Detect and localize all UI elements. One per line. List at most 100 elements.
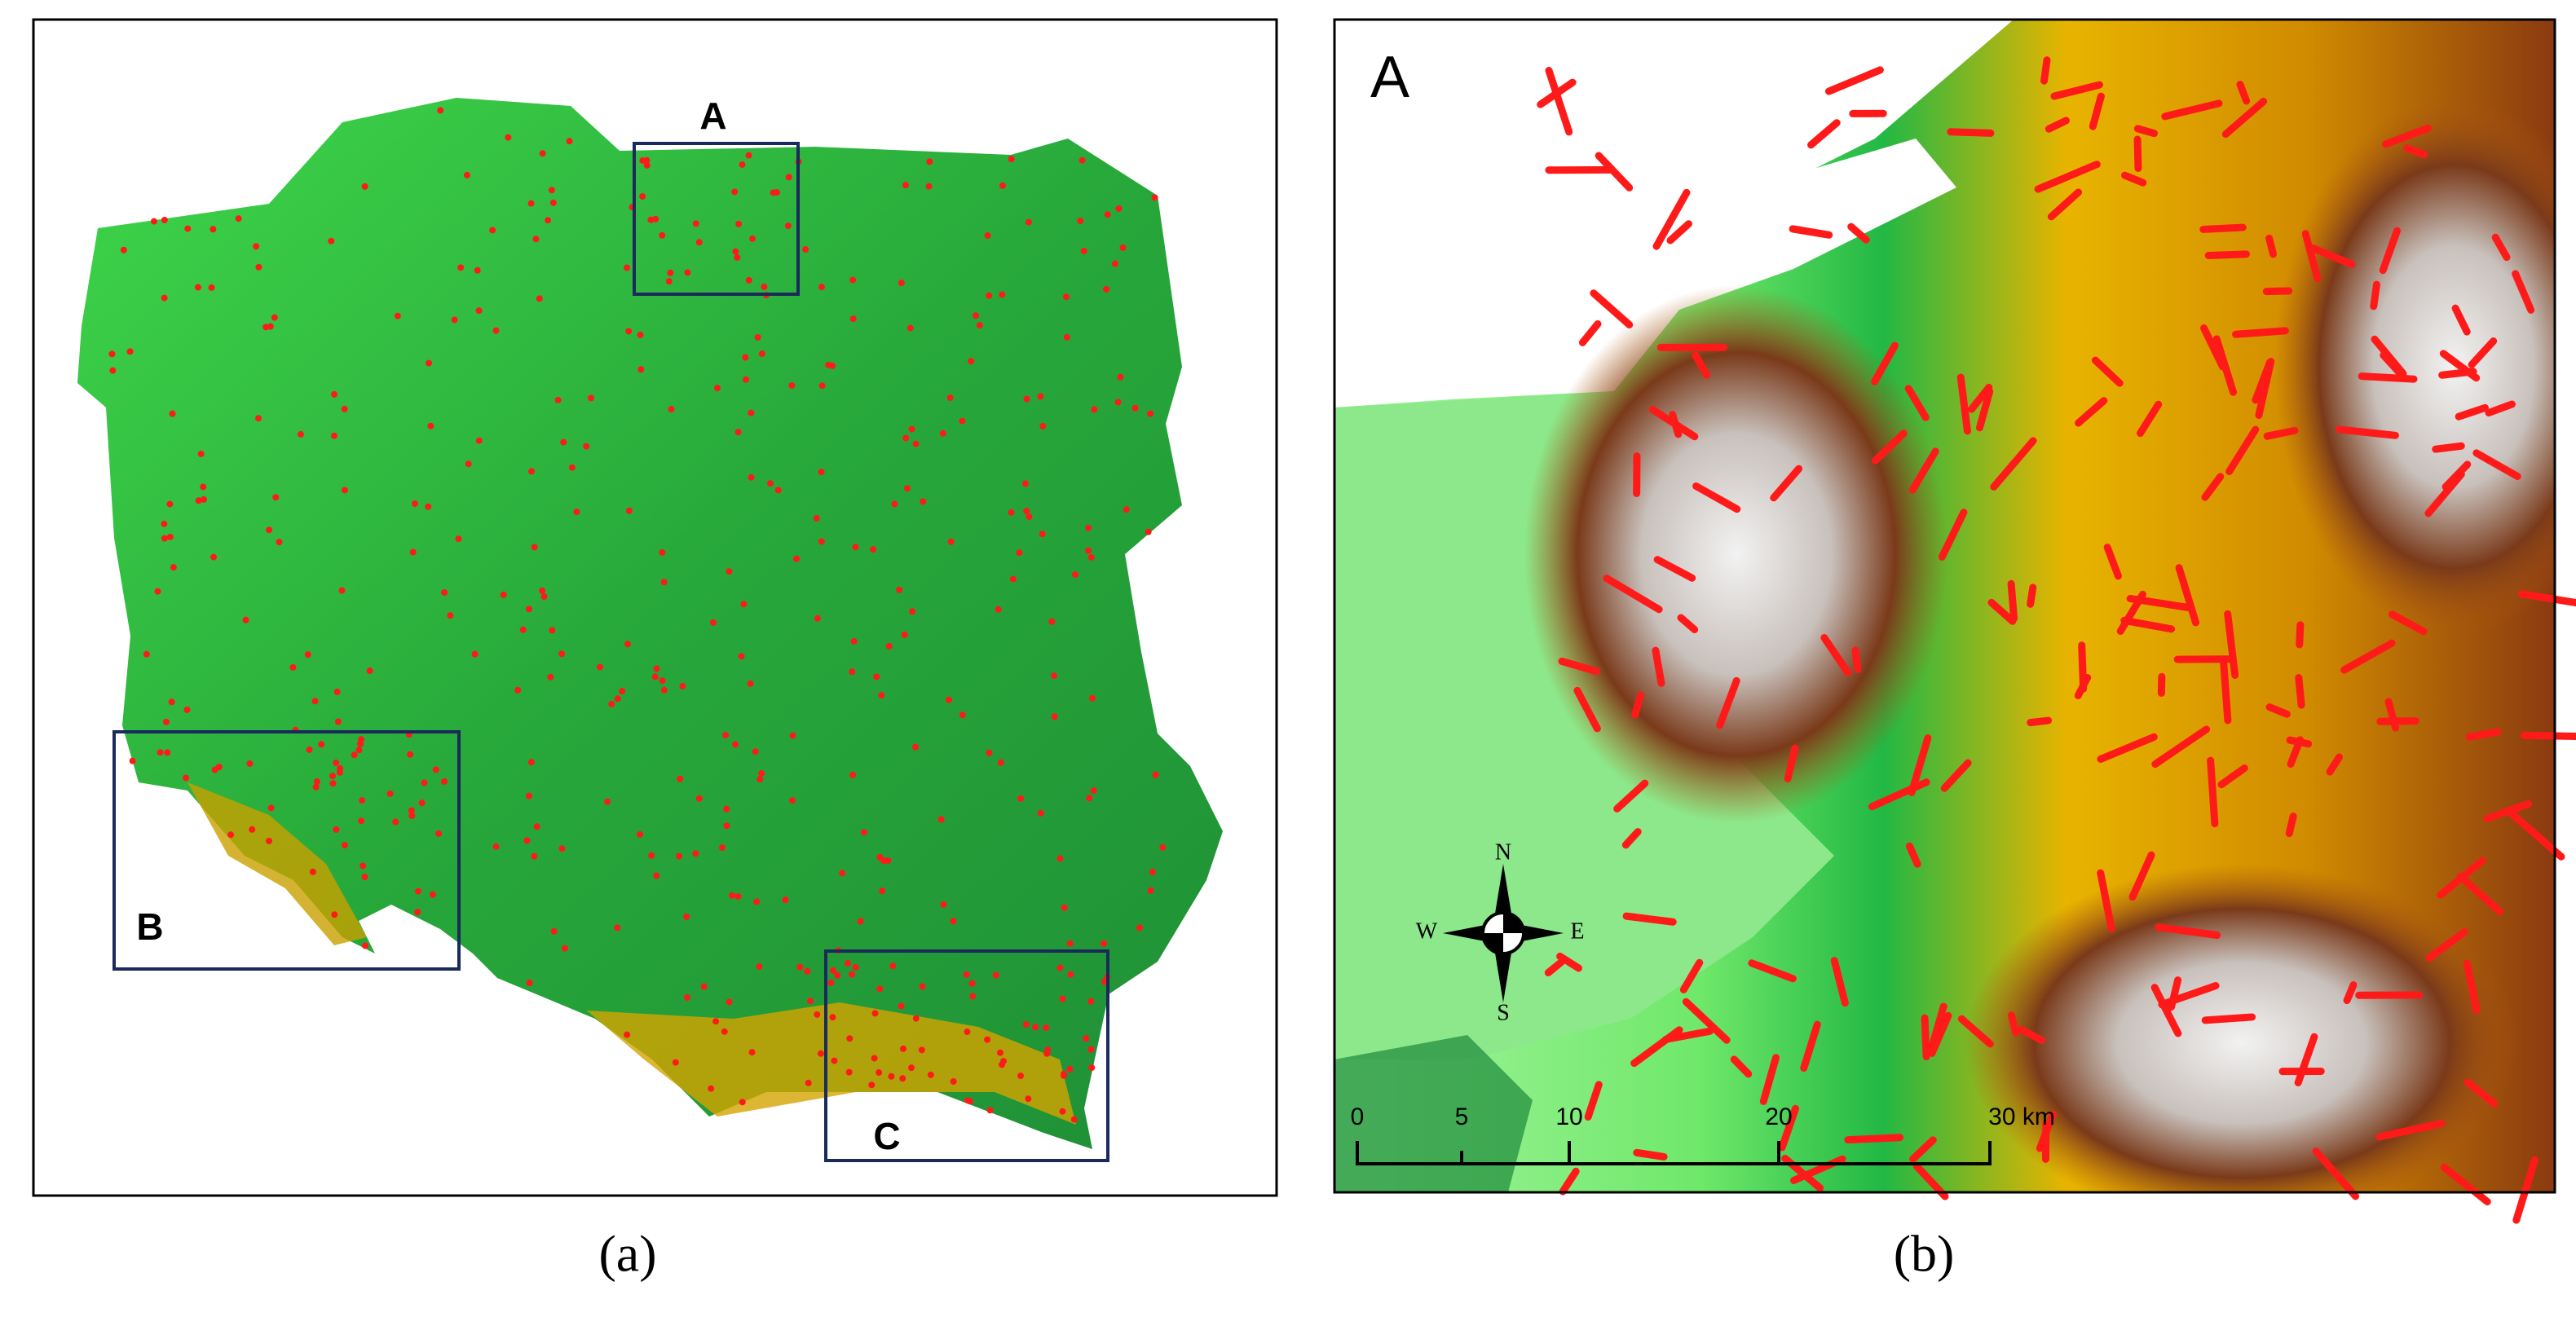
feature-dot bbox=[986, 293, 992, 299]
feature-dot bbox=[732, 249, 739, 255]
feature-dot bbox=[492, 328, 499, 334]
feature-dot bbox=[853, 964, 859, 971]
feature-dot bbox=[358, 736, 364, 742]
feature-dot bbox=[898, 280, 905, 286]
feature-dot bbox=[731, 188, 738, 195]
feature-dot bbox=[993, 972, 999, 979]
feature-dot bbox=[735, 893, 742, 900]
feature-dot bbox=[1043, 1051, 1050, 1057]
feature-dot bbox=[788, 382, 795, 389]
feature-dot bbox=[1147, 411, 1153, 417]
feature-line bbox=[2266, 291, 2289, 292]
feature-dot bbox=[329, 773, 336, 779]
feature-dot bbox=[457, 264, 464, 271]
feature-dot bbox=[253, 243, 259, 249]
feature-dot bbox=[849, 277, 856, 284]
feature-dot bbox=[973, 312, 979, 319]
feature-line bbox=[2223, 659, 2227, 720]
feature-dot bbox=[693, 220, 699, 227]
feature-dot bbox=[858, 918, 864, 925]
feature-dot bbox=[673, 1059, 679, 1066]
feature-dot bbox=[967, 1098, 973, 1104]
feature-dot bbox=[998, 760, 1004, 766]
feature-dot bbox=[157, 749, 164, 755]
feature-line bbox=[2269, 238, 2274, 253]
feature-dot bbox=[643, 157, 650, 164]
feature-dot bbox=[938, 816, 945, 822]
feature-dot bbox=[726, 568, 732, 575]
feature-line bbox=[2044, 60, 2047, 81]
feature-dot bbox=[928, 1072, 934, 1078]
feature-dot bbox=[661, 579, 668, 585]
feature-dot bbox=[785, 222, 792, 229]
caption: (b) bbox=[1894, 1225, 1955, 1283]
feature-dot bbox=[419, 799, 426, 806]
feature-dot bbox=[907, 325, 914, 332]
feature-dot bbox=[738, 653, 744, 659]
feature-dot bbox=[526, 606, 532, 612]
feature-dot bbox=[987, 1107, 994, 1113]
feature-dot bbox=[896, 587, 902, 593]
feature-dot bbox=[831, 1058, 837, 1064]
feature-dot bbox=[489, 227, 496, 233]
feature-dot bbox=[619, 688, 625, 694]
feature-dot bbox=[331, 391, 337, 398]
feature-dot bbox=[677, 776, 683, 782]
feature-line bbox=[2211, 760, 2215, 823]
feature-dot bbox=[1010, 576, 1017, 583]
feature-dot bbox=[723, 806, 730, 813]
box-label: A bbox=[699, 95, 726, 137]
feature-dot bbox=[624, 1032, 630, 1038]
feature-dot bbox=[829, 363, 836, 369]
feature-dot bbox=[666, 278, 673, 284]
feature-dot bbox=[913, 441, 920, 447]
feature-dot bbox=[701, 984, 708, 990]
feature-dot bbox=[170, 564, 177, 570]
feature-dot bbox=[886, 643, 893, 650]
feature-dot bbox=[789, 733, 796, 739]
feature-dot bbox=[876, 1069, 882, 1076]
feature-dot bbox=[342, 406, 348, 412]
feature-dot bbox=[950, 918, 956, 924]
feature-dot bbox=[425, 504, 431, 510]
feature-dot bbox=[830, 967, 836, 974]
feature-dot bbox=[476, 438, 483, 444]
feature-dot bbox=[1039, 531, 1046, 537]
feature-dot bbox=[330, 780, 337, 786]
feature-dot bbox=[331, 433, 337, 439]
feature-dot bbox=[959, 711, 966, 718]
feature-dot bbox=[1023, 508, 1030, 514]
feature-dot bbox=[849, 971, 855, 978]
feature-line bbox=[2137, 139, 2138, 169]
feature-dot bbox=[1051, 672, 1057, 679]
feature-dot bbox=[1087, 998, 1094, 1005]
feature-dot bbox=[342, 487, 348, 493]
feature-dot bbox=[597, 664, 603, 671]
feature-dot bbox=[164, 749, 170, 755]
feature-dot bbox=[1115, 205, 1122, 212]
feature-dot bbox=[163, 719, 170, 725]
feature-dot bbox=[505, 134, 511, 141]
feature-dot bbox=[735, 221, 742, 227]
feature-dot bbox=[549, 627, 555, 633]
feature-dot bbox=[723, 822, 730, 829]
feature-dot bbox=[796, 964, 803, 971]
feature-dot bbox=[318, 741, 324, 747]
feature-dot bbox=[696, 239, 703, 245]
feature-dot bbox=[902, 182, 909, 188]
feature-dot bbox=[755, 334, 761, 341]
feature-dot bbox=[331, 911, 337, 918]
compass-label: S bbox=[1497, 1000, 1510, 1025]
feature-dot bbox=[721, 1028, 728, 1035]
feature-dot bbox=[569, 465, 576, 471]
feature-dot bbox=[268, 804, 275, 811]
feature-dot bbox=[851, 638, 858, 645]
feature-dot bbox=[659, 232, 665, 239]
feature-dot bbox=[653, 665, 659, 672]
feature-dot bbox=[143, 651, 150, 658]
feature-dot bbox=[969, 980, 976, 987]
feature-dot bbox=[1037, 393, 1043, 399]
feature-dot bbox=[415, 888, 421, 895]
feature-dot bbox=[1091, 787, 1097, 794]
feature-dot bbox=[558, 650, 565, 657]
